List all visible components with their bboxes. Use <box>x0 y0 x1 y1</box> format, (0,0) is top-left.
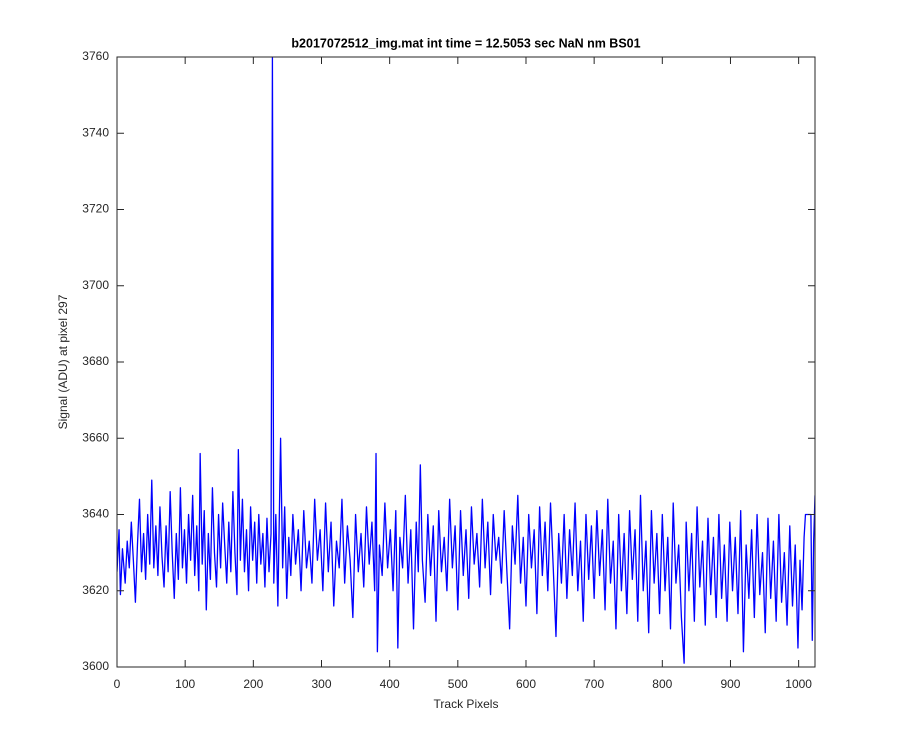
x-tick-label: 900 <box>720 677 740 691</box>
plot-area <box>117 57 815 664</box>
y-tick-label: 3620 <box>82 583 109 597</box>
x-tick-label: 400 <box>380 677 400 691</box>
x-tick-label: 200 <box>243 677 263 691</box>
x-tick-label: 1000 <box>785 677 812 691</box>
y-tick-label: 3660 <box>82 430 109 444</box>
y-tick-label: 3760 <box>82 49 109 63</box>
y-tick-label: 3680 <box>82 354 109 368</box>
x-tick-label: 300 <box>311 677 331 691</box>
x-tick-label: 0 <box>114 677 121 691</box>
x-tick-label: 100 <box>175 677 195 691</box>
x-tick-label: 500 <box>448 677 468 691</box>
y-tick-label: 3720 <box>82 202 109 216</box>
data-line <box>117 57 815 664</box>
x-tick-label: 700 <box>584 677 604 691</box>
y-tick-label: 3740 <box>82 125 109 139</box>
y-tick-label: 3640 <box>82 507 109 521</box>
y-tick-label: 3600 <box>82 659 109 673</box>
chart-title: b2017072512_img.mat int time = 12.5053 s… <box>291 36 640 50</box>
x-tick-label: 800 <box>652 677 672 691</box>
y-axis-label: Signal (ADU) at pixel 297 <box>56 294 70 429</box>
x-axis-label: Track Pixels <box>434 697 499 711</box>
y-tick-label: 3700 <box>82 278 109 292</box>
x-tick-label: 600 <box>516 677 536 691</box>
